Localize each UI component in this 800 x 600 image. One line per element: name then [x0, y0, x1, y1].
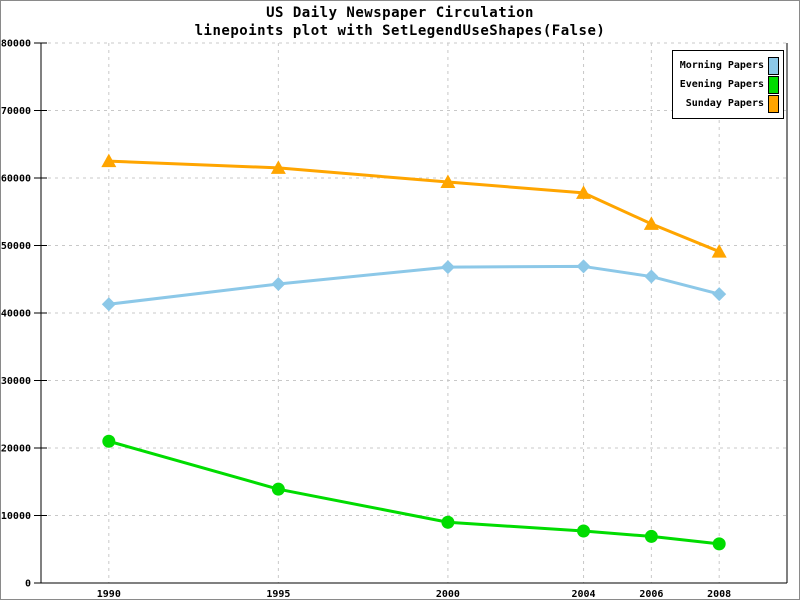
svg-text:40000: 40000 [1, 309, 31, 320]
legend-label-sunday: Sunday Papers [685, 98, 764, 109]
legend-item-evening: Evening Papers [677, 75, 779, 94]
legend-label-evening: Evening Papers [679, 79, 764, 90]
svg-text:2004: 2004 [571, 589, 595, 600]
legend-label-morning: Morning Papers [679, 60, 764, 71]
svg-text:50000: 50000 [1, 241, 31, 252]
svg-text:70000: 70000 [1, 106, 31, 117]
svg-text:2008: 2008 [707, 589, 731, 600]
legend-swatch-morning [768, 56, 779, 75]
legend-item-sunday: Sunday Papers [677, 94, 779, 113]
svg-text:30000: 30000 [1, 376, 31, 387]
svg-text:1990: 1990 [97, 589, 121, 600]
svg-text:80000: 80000 [1, 39, 31, 50]
svg-text:2006: 2006 [639, 589, 663, 600]
chart-subtitle: linepoints plot with SetLegendUseShapes(… [194, 23, 606, 39]
svg-text:60000: 60000 [1, 174, 31, 185]
svg-text:10000: 10000 [1, 511, 31, 522]
legend-swatch-evening [768, 75, 779, 94]
svg-text:1995: 1995 [266, 589, 290, 600]
svg-text:20000: 20000 [1, 444, 31, 455]
svg-text:0: 0 [25, 579, 31, 590]
chart-title: US Daily Newspaper Circulation [266, 5, 534, 21]
legend: Morning Papers Evening Papers Sunday Pap… [672, 50, 784, 119]
legend-item-morning: Morning Papers [677, 56, 779, 75]
svg-text:2000: 2000 [436, 589, 460, 600]
legend-swatch-sunday [768, 94, 779, 113]
